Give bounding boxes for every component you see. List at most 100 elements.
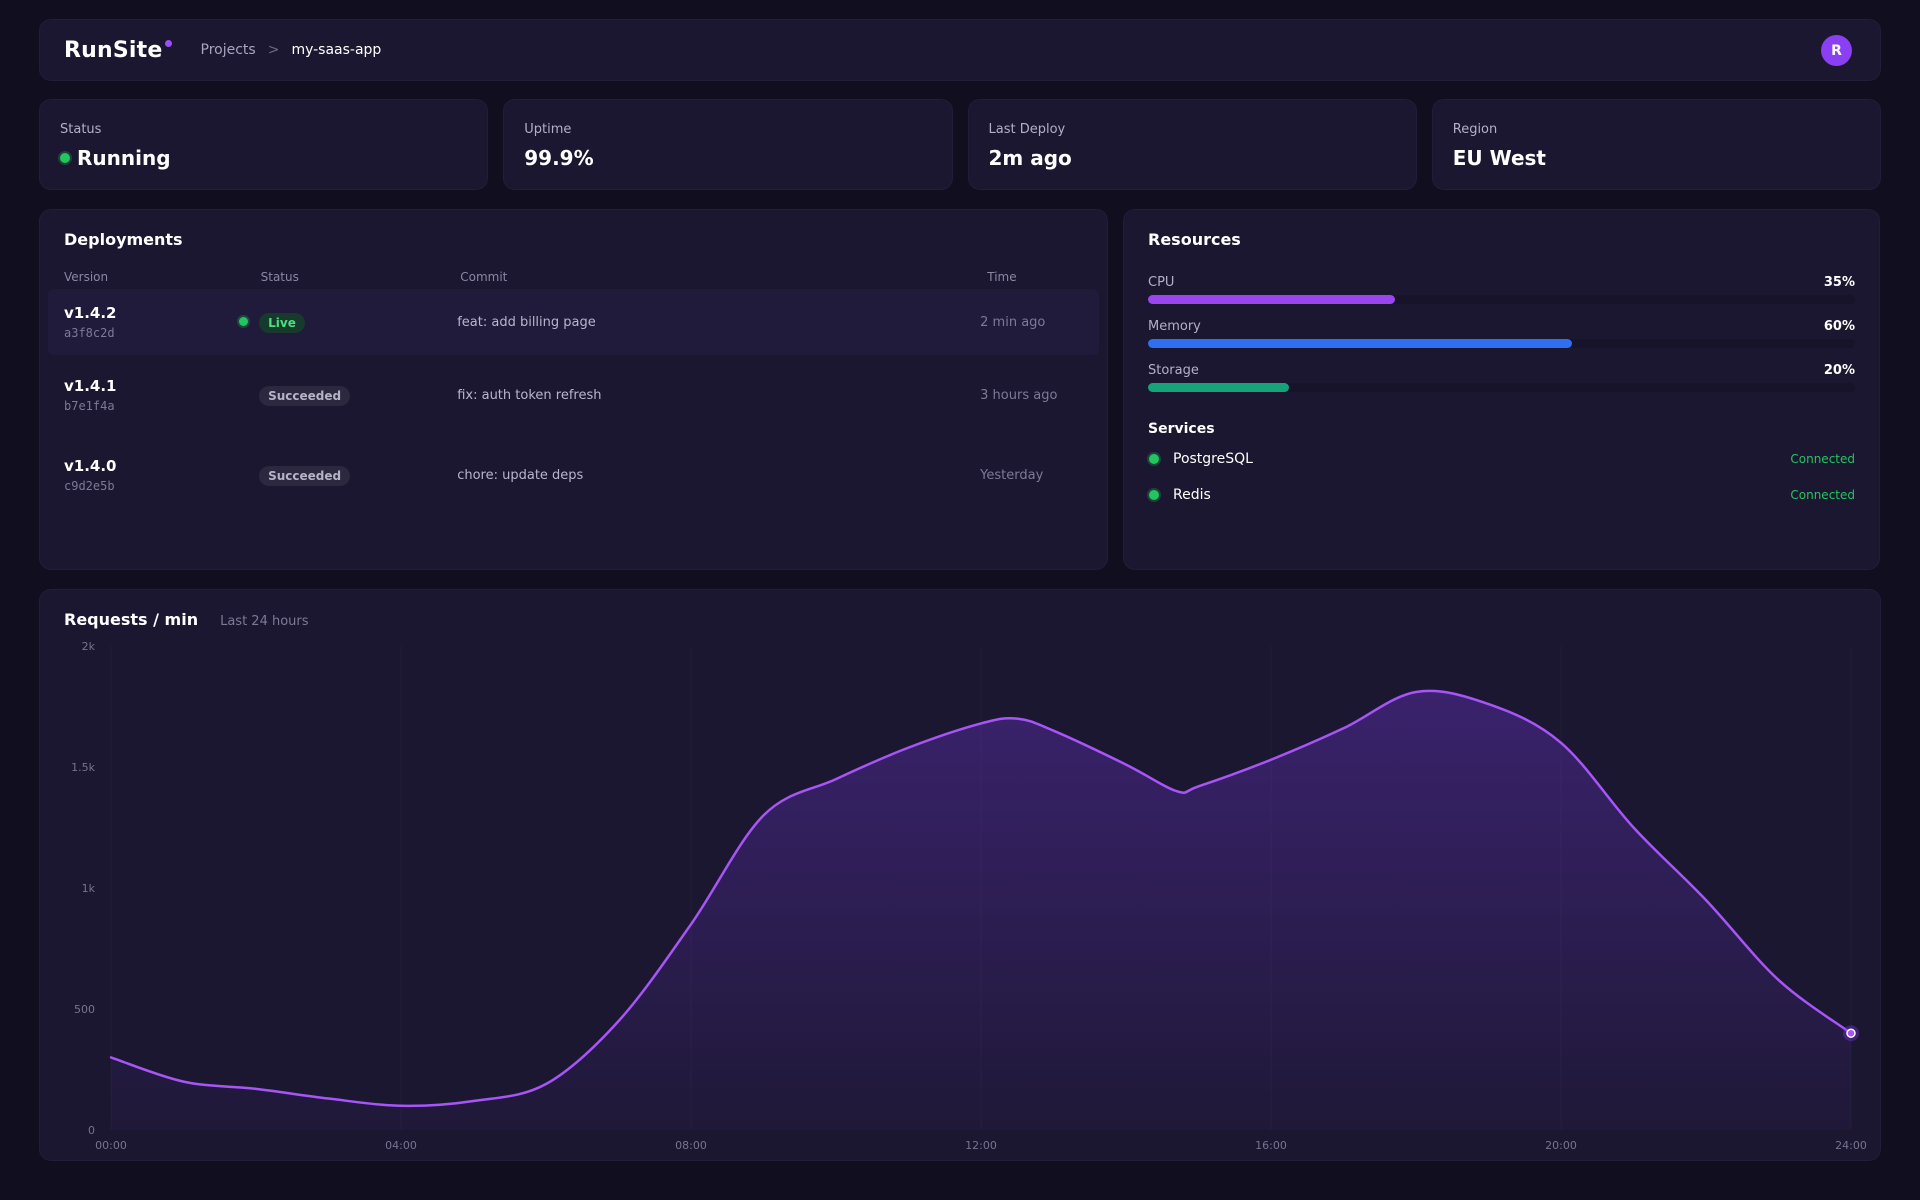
stat-label: Uptime <box>524 122 572 137</box>
x-tick-label: 12:00 <box>965 1139 997 1152</box>
y-tick-label: 2k <box>82 640 96 653</box>
version-name: v1.4.0 <box>64 457 117 475</box>
x-tick-label: 08:00 <box>675 1139 707 1152</box>
stat-card-last-deploy: Last Deploy 2m ago <box>967 99 1417 190</box>
stat-card-uptime: Uptime 99.9% <box>503 99 953 190</box>
version-cell: v1.4.1 b7e1f4a <box>64 377 259 413</box>
app-logo-text: RunSite <box>64 37 163 63</box>
y-tick-label: 500 <box>74 1003 95 1016</box>
service-state: Connected <box>1790 452 1855 466</box>
deployments-title: Deployments <box>64 230 183 249</box>
stat-value-row: Running <box>60 146 467 170</box>
deployments-table: Version Status Commit Time v1.4.2 a3f8c2… <box>40 267 1107 515</box>
service-state: Connected <box>1790 488 1855 502</box>
status-cell: Live <box>239 312 457 333</box>
resource-percent: 35% <box>1823 275 1855 290</box>
stat-value: 2m ago <box>988 146 1072 170</box>
x-tick-label: 20:00 <box>1545 1139 1577 1152</box>
column-header-version: Version <box>64 270 109 284</box>
app-logo[interactable]: RunSite <box>64 37 172 63</box>
chart-subtitle: Last 24 hours <box>220 614 309 629</box>
stat-value: Running <box>77 146 171 170</box>
column-header-status: Status <box>260 270 299 284</box>
resource-label: Storage <box>1148 363 1199 378</box>
service-status-dot <box>1149 454 1159 464</box>
resource-percent: 20% <box>1823 363 1855 378</box>
x-tick-label: 00:00 <box>95 1139 127 1152</box>
user-avatar[interactable]: R <box>1821 35 1852 66</box>
service-item-redis[interactable]: Redis Connected <box>1148 477 1855 513</box>
y-tick-label: 1k <box>82 882 96 895</box>
commit-message: chore: update deps <box>457 467 584 483</box>
breadcrumb-projects[interactable]: Projects <box>200 42 256 58</box>
service-item-postgresql[interactable]: PostgreSQL Connected <box>1148 441 1855 477</box>
table-row[interactable]: v1.4.2 a3f8c2d Live feat: add billing pa… <box>48 289 1099 355</box>
stats-row: Status Running Uptime 99.9% Last Deploy … <box>39 99 1881 190</box>
service-status-dot <box>1149 490 1159 500</box>
cpu-progress-fill <box>1148 295 1396 304</box>
version-name: v1.4.2 <box>64 304 117 322</box>
live-dot <box>239 317 249 326</box>
stat-value: 99.9% <box>524 146 594 170</box>
commit-hash: b7e1f4a <box>64 399 115 413</box>
area-fill <box>111 690 1851 1130</box>
stat-label: Region <box>1452 122 1498 137</box>
column-header-time: Time <box>987 270 1017 284</box>
resource-meters: CPU 35% Memory 60% <box>1148 275 1855 392</box>
progress-track <box>1148 339 1855 348</box>
chart-title: Requests / min <box>64 610 199 629</box>
resource-label: Memory <box>1148 319 1201 334</box>
table-row[interactable]: v1.4.0 c9d2e5b Succeeded chore: update d… <box>48 435 1099 515</box>
commit-message: feat: add billing page <box>457 314 596 330</box>
service-name: PostgreSQL <box>1173 451 1253 467</box>
stat-card-region: Region EU West <box>1431 99 1881 190</box>
status-badge: Succeeded <box>259 465 351 486</box>
status-cell: Succeeded <box>259 385 457 406</box>
resource-memory: Memory 60% <box>1148 319 1855 348</box>
middle-row: Deployments Version Status Commit Time v… <box>39 209 1881 570</box>
table-row[interactable]: v1.4.1 b7e1f4a Succeeded fix: auth token… <box>48 355 1099 435</box>
memory-progress-fill <box>1148 339 1573 348</box>
progress-track <box>1148 383 1855 392</box>
resources-panel: Resources CPU 35% Memory 60% <box>1123 209 1880 570</box>
progress-track <box>1148 295 1855 304</box>
running-status-dot <box>60 153 70 163</box>
status-cell: Succeeded <box>259 465 457 486</box>
version-cell: v1.4.0 c9d2e5b <box>64 457 259 493</box>
deploy-time: 2 min ago <box>980 314 1046 330</box>
x-tick-label: 16:00 <box>1255 1139 1287 1152</box>
version-cell: v1.4.2 a3f8c2d <box>64 304 259 340</box>
y-tick-label: 0 <box>88 1124 95 1137</box>
stat-label: Last Deploy <box>988 122 1066 137</box>
requests-chart[interactable]: 00:00 04:00 08:00 12:00 16:00 20:00 24:00 0 500 1… <box>40 590 1880 1160</box>
deploy-time: 3 hours ago <box>980 387 1058 403</box>
storage-progress-fill <box>1148 383 1290 392</box>
x-tick-label: 24:00 <box>1835 1139 1867 1152</box>
column-header-commit: Commit <box>460 270 508 284</box>
chart-header: Requests / min Last 24 hours <box>64 610 309 629</box>
series-line <box>109 689 1853 1108</box>
commit-hash: c9d2e5b <box>64 479 115 493</box>
services-title: Services <box>1148 421 1215 437</box>
breadcrumb-current-project: my-saas-app <box>291 42 382 58</box>
status-badge: Live <box>259 312 305 333</box>
breadcrumb: Projects > my-saas-app <box>201 42 382 58</box>
stat-label: Status <box>60 122 102 137</box>
top-bar: RunSite Projects > my-saas-app R <box>39 19 1881 81</box>
commit-hash: a3f8c2d <box>64 326 115 340</box>
table-header: Version Status Commit Time <box>40 267 1107 287</box>
stat-value: EU West <box>1452 146 1546 170</box>
deployments-panel: Deployments Version Status Commit Time v… <box>39 209 1108 570</box>
requests-chart-panel: Requests / min Last 24 hours 00:00 04:00 0… <box>39 589 1881 1161</box>
version-name: v1.4.1 <box>64 377 117 395</box>
commit-message: fix: auth token refresh <box>457 387 602 403</box>
resource-percent: 60% <box>1823 319 1855 334</box>
logo-dot <box>164 39 172 47</box>
x-tick-label: 04:00 <box>385 1139 417 1152</box>
stat-card-status: Status Running <box>39 99 489 190</box>
resources-title: Resources <box>1148 230 1241 249</box>
status-badge: Succeeded <box>259 385 351 406</box>
deploy-time: Yesterday <box>980 467 1044 483</box>
y-tick-label: 1.5k <box>71 761 95 774</box>
